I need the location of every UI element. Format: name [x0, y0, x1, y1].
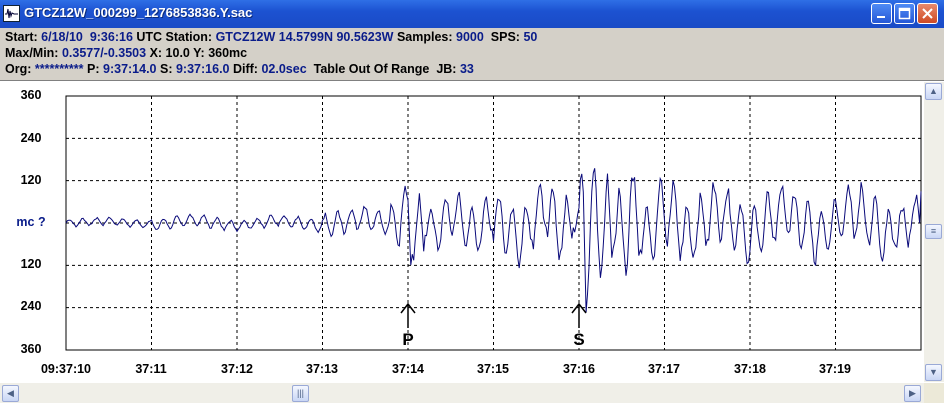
origin-label: Org: — [5, 62, 32, 76]
s-wave-marker-label: S — [573, 330, 585, 349]
y-tick-label: 240 — [20, 299, 42, 313]
y-tick-label: 120 — [20, 173, 42, 187]
chevron-down-icon: ▼ — [929, 367, 938, 377]
station-label: UTC Station: — [136, 30, 213, 44]
p-arrival-arrow-icon — [400, 302, 416, 328]
x-tick-label: 37:19 — [819, 362, 851, 376]
scroll-up-button[interactable]: ▲ — [925, 83, 942, 100]
x-tick-label: 37:14 — [392, 362, 424, 376]
y-scale-value: 360mc — [208, 46, 248, 60]
scrollbar-corner — [924, 383, 944, 403]
x-tick-label: 37:11 — [135, 362, 167, 376]
minimize-icon — [877, 16, 885, 18]
scroll-down-button[interactable]: ▼ — [925, 364, 942, 381]
s-label: S: — [160, 62, 173, 76]
scroll-right-button[interactable]: ▶ — [904, 385, 921, 402]
start-time-value: 9:36:16 — [89, 30, 133, 44]
x-tick-label: 09:37:10 — [40, 362, 92, 376]
samples-value: 9000 — [456, 30, 484, 44]
diff-value: 02.0sec — [261, 62, 307, 76]
origin-value: ********** — [34, 62, 84, 76]
maxmin-value: 0.3577/-0.3503 — [61, 46, 147, 60]
y-tick-label: 240 — [20, 131, 42, 145]
table-status-text: Table Out Of Range — [313, 62, 430, 76]
seismogram-plot[interactable]: 360 240 120 mc ? 120 240 360 — [0, 82, 924, 382]
close-icon — [922, 8, 933, 19]
grip-icon: ≡ — [930, 226, 937, 236]
samples-label: Samples: — [396, 30, 453, 44]
start-date-value: 6/18/10 — [41, 30, 83, 44]
p-wave-marker-label: P — [402, 330, 414, 349]
vertical-scroll-thumb[interactable]: ≡ — [925, 224, 942, 239]
diff-label: Diff: — [232, 62, 258, 76]
y-scale-label: Y: — [193, 46, 205, 60]
p-label: P: — [87, 62, 100, 76]
x-tick-label: 37:18 — [734, 362, 766, 376]
chevron-right-icon: ▶ — [909, 388, 916, 398]
plot-grid — [65, 95, 922, 351]
maxmin-label: Max/Min: — [5, 46, 59, 60]
jb-value: 33 — [459, 62, 474, 76]
scroll-left-button[interactable]: ◀ — [2, 385, 19, 402]
longitude-value: 90.5623W — [336, 30, 394, 44]
x-tick-label: 37:12 — [221, 362, 253, 376]
p-time-value: 9:37:14.0 — [103, 62, 157, 76]
s-arrival-arrow-icon — [571, 302, 587, 328]
start-label: Start: — [5, 30, 38, 44]
chevron-up-icon: ▲ — [929, 86, 938, 96]
vertical-scrollbar[interactable]: ▲ ≡ ▼ — [924, 82, 944, 382]
sps-label: SPS: — [490, 30, 520, 44]
seismogram-canvas[interactable] — [0, 82, 924, 382]
x-tick-label: 37:17 — [648, 362, 680, 376]
seismic-trace-line — [65, 168, 922, 313]
sps-value: 50 — [523, 30, 538, 44]
jb-label: JB: — [436, 62, 457, 76]
y-tick-label: 360 — [20, 342, 42, 356]
horizontal-scroll-thumb[interactable]: ||| — [292, 385, 309, 402]
station-value: GTCZ12W — [215, 30, 276, 44]
close-button[interactable] — [917, 3, 938, 24]
seismogram-app-icon[interactable] — [3, 5, 20, 22]
y-tick-label: 120 — [20, 257, 42, 271]
latitude-value: 14.5799N — [278, 30, 333, 44]
x-tick-label: 37:15 — [477, 362, 509, 376]
title-bar: GTCZ12W_000299_1276853836.Y.sac — [0, 0, 944, 28]
maximize-button[interactable] — [894, 3, 915, 24]
header-info-panel: Start: 6/18/10 9:36:16 UTC Station: GTCZ… — [0, 28, 944, 81]
y-unit-label: mc ? — [16, 215, 46, 229]
window-title: GTCZ12W_000299_1276853836.Y.sac — [24, 5, 253, 20]
info-line-start: Start: 6/18/10 9:36:16 UTC Station: GTCZ… — [5, 30, 537, 44]
grip-icon: ||| — [296, 388, 304, 398]
x-tick-label: 37:13 — [306, 362, 338, 376]
x-tick-label: 37:16 — [563, 362, 595, 376]
y-tick-label: 360 — [20, 88, 42, 102]
minimize-button[interactable] — [871, 3, 892, 24]
x-scale-label: X: — [149, 46, 163, 60]
horizontal-scrollbar[interactable]: ◀ ||| ▶ — [0, 383, 924, 403]
info-line-origin: Org: ********** P: 9:37:14.0 S: 9:37:16.… — [5, 62, 474, 76]
maximize-icon — [898, 7, 911, 20]
chevron-left-icon: ◀ — [7, 388, 14, 398]
info-line-maxmin: Max/Min: 0.3577/-0.3503 X: 10.0 Y: 360mc — [5, 46, 247, 60]
x-scale-value: 10.0 — [165, 46, 190, 60]
s-time-value: 9:37:16.0 — [175, 62, 230, 76]
seismic-trace — [65, 168, 922, 328]
